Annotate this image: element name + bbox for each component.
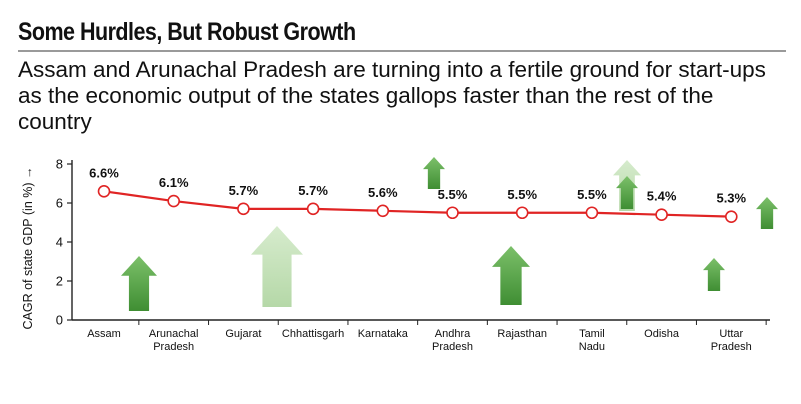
category-label: Odisha — [644, 328, 680, 340]
category-label: Arunachal Pradesh — [149, 328, 199, 353]
y-tick-label: 8 — [56, 157, 63, 172]
data-point — [376, 204, 390, 218]
category-label: Assam — [87, 328, 121, 340]
y-tick-label: 4 — [56, 235, 63, 250]
y-axis-label: CAGR of state GDP (in %) → — [21, 166, 35, 329]
category-label: Karnataka — [358, 328, 409, 340]
up-arrow-icon — [703, 258, 725, 291]
data-label: 5.5% — [438, 187, 468, 202]
data-point — [655, 208, 668, 221]
y-tick-label: 2 — [56, 274, 63, 289]
category-label: Gujarat — [225, 328, 261, 340]
category-label: Rajasthan — [497, 328, 547, 340]
up-arrow-icon — [756, 197, 778, 229]
data-point — [585, 206, 599, 220]
data-label: 6.6% — [89, 165, 119, 180]
category-label: Uttar Pradesh — [711, 328, 752, 353]
y-tick-label: 0 — [56, 313, 63, 328]
up-arrow-icon — [616, 176, 638, 209]
data-point — [167, 194, 180, 208]
data-label: 5.5% — [577, 187, 607, 202]
decorative-arrows — [121, 157, 778, 311]
data-point — [306, 202, 320, 216]
data-point — [97, 185, 111, 198]
data-point — [515, 206, 529, 220]
data-label: 5.3% — [716, 191, 746, 206]
category-label: Chhattisgarh — [282, 328, 344, 340]
up-arrow-icon — [251, 226, 303, 307]
up-arrow-icon — [492, 246, 530, 305]
chart-labels: CAGR of state GDP (in %) → 6.6% Assam 6.1% A… — [21, 165, 752, 353]
growth-series — [97, 185, 738, 223]
data-point — [237, 202, 250, 216]
y-tick-label: 6 — [56, 196, 63, 211]
title-divider — [18, 50, 786, 52]
category-label: Andhra Pradesh — [432, 328, 473, 353]
data-label: 6.1% — [159, 175, 189, 190]
category-label: Tamil Nadu — [579, 328, 605, 353]
series-line — [103, 190, 732, 218]
data-label: 5.4% — [647, 189, 677, 204]
data-label: 5.7% — [229, 183, 259, 198]
data-point — [724, 210, 738, 223]
chart-subtitle: Assam and Arunachal Pradesh are turning … — [18, 57, 766, 134]
data-label: 5.6% — [368, 185, 398, 200]
chart-title: Some Hurdles, But Robust Growth — [18, 18, 356, 46]
data-label: 5.5% — [507, 187, 537, 202]
data-label: 5.7% — [298, 183, 328, 198]
chart-axes: 0 2 4 6 8 — [56, 157, 770, 328]
up-arrow-icon — [121, 256, 157, 311]
up-arrow-icon — [423, 157, 445, 189]
data-point — [446, 206, 459, 220]
